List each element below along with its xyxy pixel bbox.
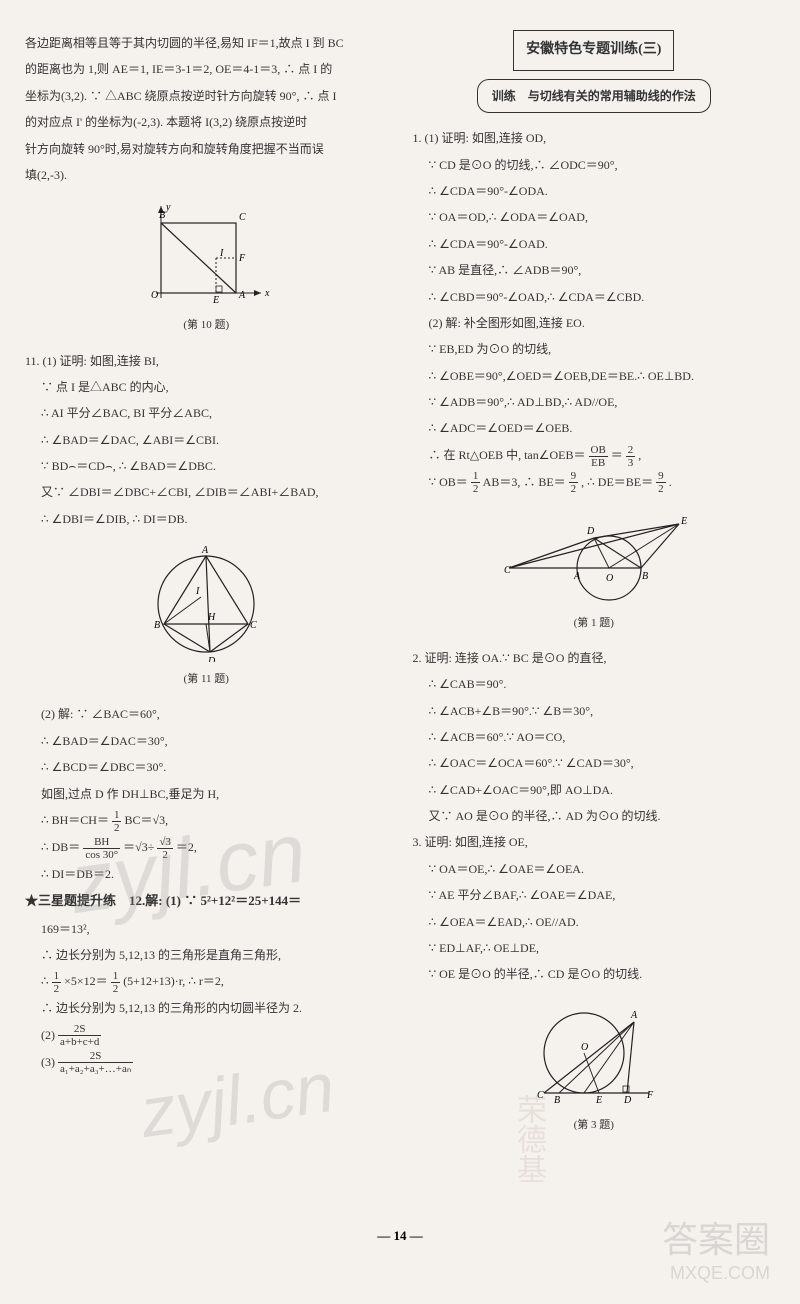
q2-line: ∴ ∠OAC＝∠OCA＝60°.∵ ∠CAD＝30°, xyxy=(413,750,776,776)
svg-text:A: A xyxy=(201,545,209,556)
q1-line: ∴ ∠ADC＝∠OED＝∠OEB. xyxy=(413,415,776,441)
q11-line: ∴ BH＝CH＝ 12 BC＝√3, xyxy=(25,807,388,834)
left-column: 各边距离相等且等于其内切圆的半径,易知 IF＝1,故点 I 到 BC 的距离也为… xyxy=(25,30,388,1147)
q1-line: ∵ ∠ADB＝90°,∴ AD⊥BD,∴ AD//OE, xyxy=(413,389,776,415)
svg-text:A: A xyxy=(238,290,246,301)
q11-line: ∴ ∠BAD＝∠DAC, ∠ABI＝∠CBI. xyxy=(25,427,388,453)
svg-text:D: D xyxy=(207,656,216,662)
q11-line: ∴ DB＝ BHcos 30° ＝√3÷ √32 ＝2, xyxy=(25,834,388,861)
svg-text:A: A xyxy=(630,1010,638,1021)
q12-line: (3) 2Sa₁+a₂+a₃+…+aₙ xyxy=(25,1049,388,1076)
svg-text:B: B xyxy=(642,571,648,582)
svg-text:B: B xyxy=(154,620,160,631)
intro-line: 的距离也为 1,则 AE＝1, IE＝3-1＝2, OE＝4-1＝3, ∴ 点 … xyxy=(25,56,388,82)
figure-11: A B C D I H (第 11 题) xyxy=(25,542,388,691)
svg-text:A: A xyxy=(573,571,581,582)
svg-text:D: D xyxy=(623,1095,632,1106)
q2-line: ∴ ∠CAB＝90°. xyxy=(413,671,776,697)
intro-line: 针方向旋转 90°时,易对旋转方向和旋转角度把握不当而误 xyxy=(25,136,388,162)
svg-text:I: I xyxy=(195,586,200,597)
svg-text:E: E xyxy=(595,1095,602,1106)
figure-1-caption: (第 1 题) xyxy=(413,611,776,635)
q3-line: ∴ ∠OEA＝∠EAD,∴ OE//AD. xyxy=(413,909,776,935)
svg-text:C: C xyxy=(250,620,257,631)
q12-line: (2) 2Sa+b+c+d xyxy=(25,1022,388,1049)
q11-line: 11. (1) 证明: 如图,连接 BI, xyxy=(25,348,388,374)
q3-line: ∵ ED⊥AF,∴ OE⊥DE, xyxy=(413,935,776,961)
q11-line: ∴ AI 平分∠BAC, BI 平分∠ABC, xyxy=(25,400,388,426)
q3-line: ∵ OE 是⊙O 的半径,∴ CD 是⊙O 的切线. xyxy=(413,961,776,987)
q1-line: ∴ ∠CDA＝90°-∠ODA. xyxy=(413,178,776,204)
q12-line: ∴ 边长分别为 5,12,13 的三角形的内切圆半径为 2. xyxy=(25,995,388,1021)
q1-line: (2) 解: 补全图形如图,连接 EO. xyxy=(413,310,776,336)
svg-text:C: C xyxy=(239,212,246,223)
figure-10-caption: (第 10 题) xyxy=(25,313,388,337)
intro-line: 填(2,-3). xyxy=(25,162,388,188)
q1-line: ∵ OA＝OD,∴ ∠ODA＝∠OAD, xyxy=(413,204,776,230)
svg-text:x: x xyxy=(264,288,270,299)
intro-line: 各边距离相等且等于其内切圆的半径,易知 IF＝1,故点 I 到 BC xyxy=(25,30,388,56)
q1-line: ∴ ∠CDA＝90°-∠OAD. xyxy=(413,231,776,257)
q1-line: ∵ AB 是直径,∴ ∠ADB＝90°, xyxy=(413,257,776,283)
svg-text:B: B xyxy=(554,1095,560,1106)
svg-text:F: F xyxy=(238,253,246,264)
q1-line: ∴ ∠CBD＝90°-∠OAD,∴ ∠CDA＝∠CBD. xyxy=(413,284,776,310)
star-section: ★三星题提升练 12.解: (1) ∵ 5²+12²＝25+144＝ xyxy=(25,887,388,916)
q2-line: 2. 证明: 连接 OA.∵ BC 是⊙O 的直径, xyxy=(413,645,776,671)
svg-text:C: C xyxy=(537,1090,544,1101)
svg-text:O: O xyxy=(581,1042,588,1053)
svg-text:O: O xyxy=(606,573,613,584)
svg-text:O: O xyxy=(151,290,158,301)
q11-line: ∴ ∠DBI＝∠DIB, ∴ DI＝DB. xyxy=(25,506,388,532)
q2-line: ∴ ∠ACB+∠B＝90°.∵ ∠B＝30°, xyxy=(413,698,776,724)
svg-text:I: I xyxy=(219,248,224,259)
q1-line: ∵ OB＝ 12 AB＝3, ∴ BE＝ 92 , ∴ DE＝BE＝ 92 . xyxy=(413,469,776,496)
svg-text:E: E xyxy=(212,295,219,306)
svg-text:E: E xyxy=(680,516,687,527)
figure-10: O B C A E I F x y (第 10 题) xyxy=(25,198,388,337)
intro-line: 的对应点 I' 的坐标为(-2,3). 本题将 I(3,2) 绕原点按逆时 xyxy=(25,109,388,135)
q3-line: 3. 证明: 如图,连接 OE, xyxy=(413,829,776,855)
q11-line: ∴ ∠BCD＝∠DBC＝30°. xyxy=(25,754,388,780)
q3-line: ∵ AE 平分∠BAF,∴ ∠OAE＝∠DAE, xyxy=(413,882,776,908)
q11-line: ∴ DI＝DB＝2. xyxy=(25,861,388,887)
svg-text:D: D xyxy=(586,526,595,537)
q11-line: ∴ ∠BAD＝∠DAC＝30°, xyxy=(25,728,388,754)
q1-line: ∴ 在 Rt△OEB 中, tan∠OEB＝ OBEB ＝ 23 , xyxy=(413,442,776,469)
section-subtitle: 训练 与切线有关的常用辅助线的作法 xyxy=(477,79,711,113)
svg-text:B: B xyxy=(159,210,165,221)
q1-line: ∵ EB,ED 为⊙O 的切线, xyxy=(413,336,776,362)
q11-line: ∵ 点 I 是△ABC 的内心, xyxy=(25,374,388,400)
section-title-box: 安徽特色专题训练(三) xyxy=(513,30,674,71)
right-column: 安徽特色专题训练(三) 训练 与切线有关的常用辅助线的作法 1. (1) 证明:… xyxy=(413,30,776,1147)
figure-3: A O B C E D F (第 3 题) xyxy=(413,998,776,1137)
q11-line: 又∵ ∠DBI＝∠DBC+∠CBI, ∠DIB＝∠ABI+∠BAD, xyxy=(25,479,388,505)
q11-line: ∵ BD⌢＝CD⌢, ∴ ∠BAD＝∠DBC. xyxy=(25,453,388,479)
figure-1: C A O B D E (第 1 题) xyxy=(413,506,776,635)
q2-line: ∴ ∠CAD+∠OAC＝90°,即 AO⊥DA. xyxy=(413,777,776,803)
q12-line: 169＝13², xyxy=(25,916,388,942)
q11-line: 如图,过点 D 作 DH⊥BC,垂足为 H, xyxy=(25,781,388,807)
figure-11-caption: (第 11 题) xyxy=(25,667,388,691)
q12-line: ∴ 边长分别为 5,12,13 的三角形是直角三角形, xyxy=(25,942,388,968)
svg-text:C: C xyxy=(504,565,511,576)
intro-line: 坐标为(3,2). ∵ △ABC 绕原点按逆时针方向旋转 90°, ∴ 点 I xyxy=(25,83,388,109)
q3-line: ∵ OA＝OE,∴ ∠OAE＝∠OEA. xyxy=(413,856,776,882)
svg-text:F: F xyxy=(646,1090,654,1101)
page-number: — 14 — xyxy=(377,1228,423,1244)
figure-3-caption: (第 3 题) xyxy=(413,1113,776,1137)
q12-line: ∴ 12 ×5×12＝ 12 (5+12+13)·r, ∴ r＝2, xyxy=(25,968,388,995)
q1-line: ∵ CD 是⊙O 的切线,∴ ∠ODC＝90°, xyxy=(413,152,776,178)
q11-line: (2) 解: ∵ ∠BAC＝60°, xyxy=(25,701,388,727)
q1-line: ∴ ∠OBE＝90°,∠OED＝∠OEB,DE＝BE.∴ OE⊥BD. xyxy=(413,363,776,389)
watermark-daanquan: 答案圈 MXQE.COM xyxy=(662,1211,770,1284)
svg-text:H: H xyxy=(207,612,216,623)
q2-line: ∴ ∠ACB＝60°.∵ AO＝CO, xyxy=(413,724,776,750)
q1-line: 1. (1) 证明: 如图,连接 OD, xyxy=(413,125,776,151)
q2-line: 又∵ AO 是⊙O 的半径,∴ AD 为⊙O 的切线. xyxy=(413,803,776,829)
svg-text:y: y xyxy=(165,202,171,213)
